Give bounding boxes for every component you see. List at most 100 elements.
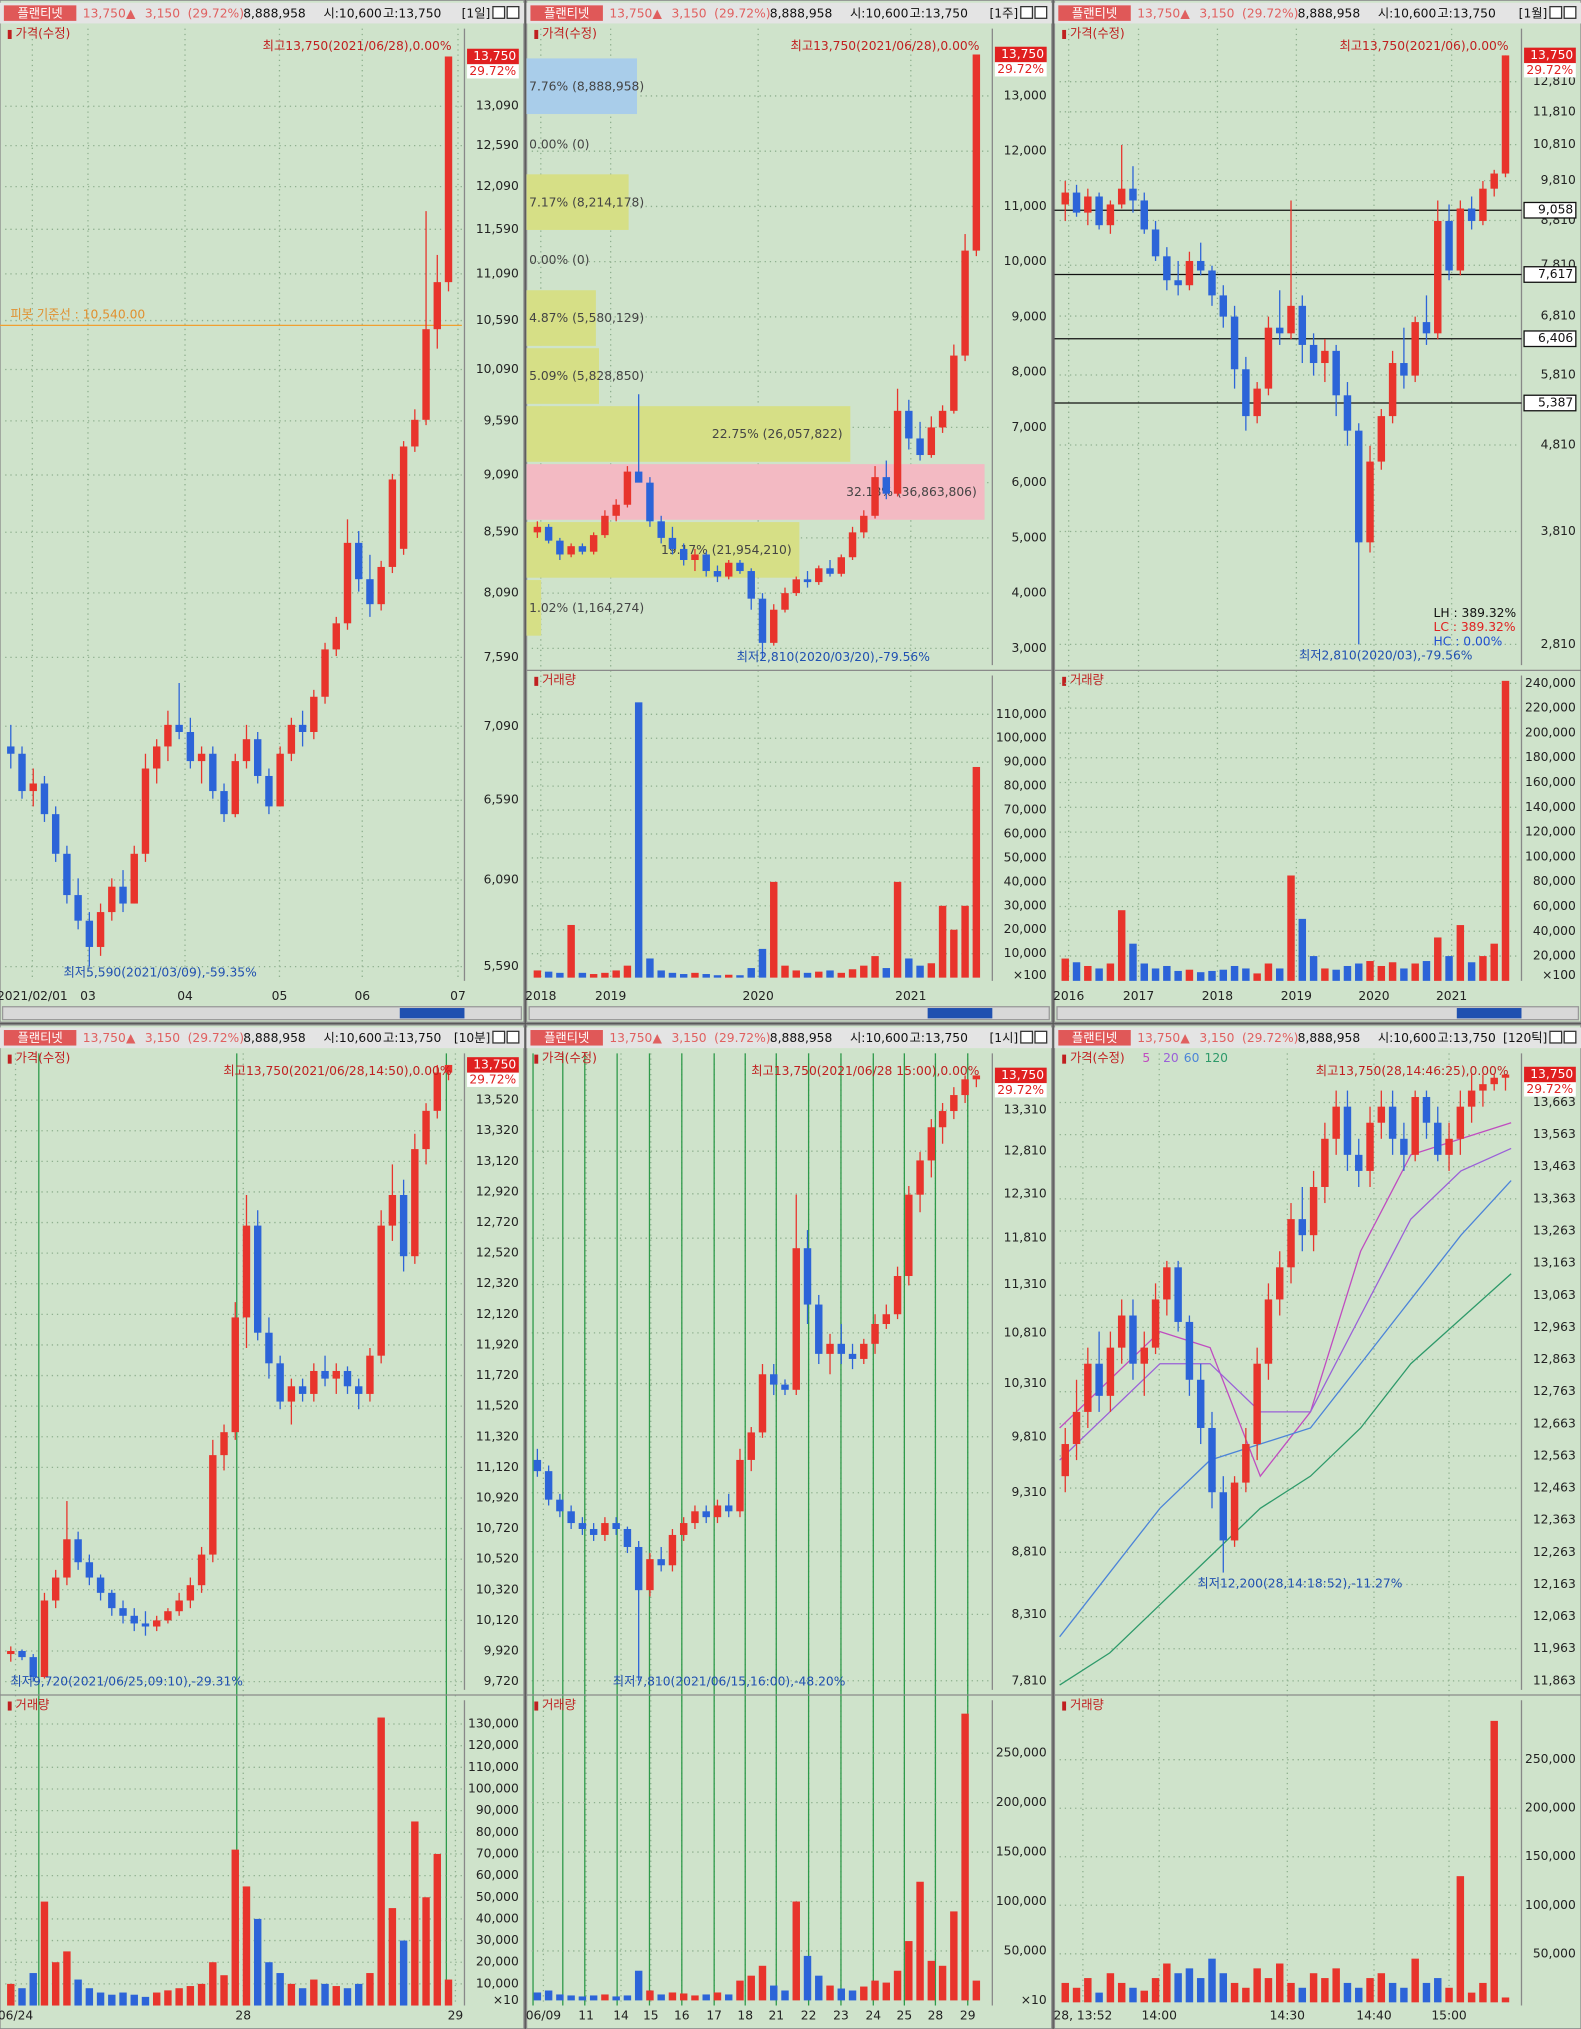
candle-body	[758, 1374, 767, 1433]
y-tick-label: 50,000	[476, 1890, 519, 1904]
volume-bar	[860, 1986, 868, 2001]
candle-body	[893, 410, 902, 494]
y-tick-label: 60,000	[1004, 827, 1047, 841]
y-tick-label: 9,090	[484, 468, 519, 482]
volume-bar	[657, 970, 665, 978]
scrollbar-thumb[interactable]	[927, 1008, 993, 1019]
candle-body	[646, 1559, 654, 1591]
y-tick-label: 12,763	[1533, 1384, 1576, 1398]
y-tick-label: 2,810	[1541, 637, 1576, 651]
candle-body	[18, 1650, 26, 1658]
window-button[interactable]	[1034, 5, 1048, 19]
stat-label: LC : 389.32%	[1434, 620, 1516, 634]
window-button[interactable]	[506, 5, 520, 19]
volume-bar	[310, 1979, 318, 2006]
scrollbar-thumb[interactable]	[1456, 1008, 1522, 1019]
window-button[interactable]	[506, 1030, 520, 1044]
candle-body	[1332, 1106, 1340, 1139]
candle-body	[770, 609, 778, 643]
window-button[interactable]	[1563, 1030, 1577, 1044]
window-button[interactable]	[1020, 5, 1034, 19]
candle-body	[209, 753, 217, 792]
ma-legend: 120	[1205, 1051, 1228, 1065]
candle-body	[186, 732, 195, 762]
volume-bar	[544, 1990, 553, 2001]
candle-body	[860, 1343, 868, 1359]
window-button[interactable]	[1034, 1030, 1048, 1044]
y-tick-label: 13,320	[476, 1123, 519, 1137]
y-tick-label: 90,000	[1004, 755, 1047, 769]
candle-body	[343, 542, 352, 624]
y-tick-label: 10,090	[476, 362, 519, 376]
volume-bar	[1479, 956, 1487, 981]
volume-bar	[882, 1982, 891, 2001]
volume-bar	[1490, 1720, 1498, 2003]
header-high: 고:13,750	[383, 6, 441, 20]
y-tick-label: 12,590	[476, 138, 519, 152]
volume-bar	[1095, 968, 1103, 981]
scrollbar[interactable]	[1056, 1006, 1580, 1021]
candle-body	[141, 1623, 150, 1627]
candle-body	[1163, 1267, 1171, 1300]
period: [1월]	[1519, 6, 1548, 20]
last-price: 13,750	[1530, 48, 1573, 62]
y-tick-label: 220,000	[1525, 701, 1576, 715]
window-button[interactable]	[1563, 5, 1577, 19]
volume-bar	[1196, 972, 1205, 981]
candle-body	[781, 1384, 789, 1390]
y-tick-label: 9,000	[1011, 309, 1046, 323]
volume-profile-label: 22.75% (26,057,822)	[712, 427, 843, 441]
candle-body	[1490, 173, 1498, 189]
candle-body	[231, 761, 239, 815]
legend-marker	[534, 1054, 539, 1064]
window-button[interactable]	[1549, 1030, 1563, 1044]
candle-body	[601, 1523, 609, 1535]
change-pct: 29.72%	[997, 62, 1044, 76]
x-tick-label: 17	[706, 2008, 722, 2022]
volume-title: 거래량	[16, 1698, 50, 1712]
volume-bar	[938, 1965, 947, 2001]
volume-bar	[961, 905, 969, 978]
candle-body	[1174, 280, 1182, 286]
volume-profile-label: 7.17% (8,214,178)	[529, 195, 644, 209]
volume-bar	[1151, 968, 1160, 981]
volume-bar	[927, 1960, 936, 2001]
candle-body	[332, 1370, 340, 1379]
candle-body	[1242, 369, 1250, 417]
candle-body	[444, 56, 453, 283]
period: [10분]	[454, 1031, 491, 1045]
scrollbar[interactable]	[1, 1006, 523, 1021]
y-tick-label: 8,310	[1011, 1607, 1046, 1621]
y-tick-label: 11,520	[476, 1399, 519, 1413]
window-button[interactable]	[1020, 1030, 1034, 1044]
volume-bar	[411, 1821, 419, 2006]
candle-body	[905, 1194, 913, 1277]
header-name: 플랜티넷	[1072, 6, 1117, 20]
window-button[interactable]	[492, 5, 506, 19]
window-button[interactable]	[492, 1030, 506, 1044]
candle-body	[399, 446, 408, 549]
volume-bar	[276, 1973, 284, 2006]
volume-bar	[916, 1881, 924, 2001]
candle-body	[1208, 270, 1216, 296]
y-tick-label: 80,000	[1533, 874, 1576, 888]
candle-body	[152, 1620, 161, 1627]
volume-bar	[1106, 1973, 1115, 2003]
up-arrow: ▲	[1180, 6, 1190, 20]
window-button[interactable]	[1549, 5, 1563, 19]
volume-bar	[85, 1988, 94, 2006]
candle-body	[276, 1363, 284, 1402]
scrollbar[interactable]	[528, 1006, 1050, 1021]
y-tick-label: 7,810	[1011, 1673, 1046, 1687]
volume-bar	[1422, 1982, 1431, 2003]
candle-body	[1422, 322, 1431, 334]
y-tick-label: 40,000	[1004, 874, 1047, 888]
y-tick-label: 13,310	[1004, 1103, 1047, 1117]
scrollbar-thumb[interactable]	[399, 1008, 465, 1019]
header-bar	[1054, 1027, 1581, 1049]
volume-bar	[1479, 1982, 1487, 2003]
volume-bar	[175, 1988, 183, 2006]
legend-marker	[1062, 1701, 1067, 1711]
x-tick-label: 11	[578, 2008, 594, 2022]
change-box	[1524, 1082, 1576, 1097]
